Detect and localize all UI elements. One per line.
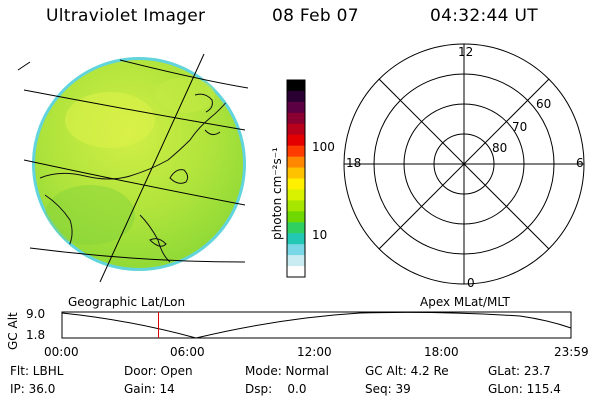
color-bar-band — [287, 211, 305, 223]
altitude-xtick-1800: 18:00 — [424, 345, 459, 359]
ip-info: IP: 36.0 — [10, 382, 56, 396]
latitude-line — [119, 59, 249, 89]
color-bar-band — [287, 90, 305, 103]
color-bar-frame — [286, 79, 306, 278]
color-bar-band — [287, 167, 305, 180]
altitude-plot-frame — [61, 311, 572, 339]
altitude-ytick-high: 9.0 — [26, 307, 46, 321]
lat-label-60: 60 — [536, 97, 552, 111]
seq-info: Seq: 39 — [365, 382, 411, 396]
color-bar-band — [287, 112, 305, 125]
latitude-line — [29, 247, 246, 263]
altitude-xtick-1200: 12:00 — [297, 345, 332, 359]
lat-label-70: 70 — [512, 120, 528, 134]
color-bar-band — [287, 222, 305, 234]
colorbar-tick-100: 100 — [312, 140, 335, 154]
color-bar — [287, 80, 305, 278]
altitude-xtick-2359: 23:59 — [554, 345, 589, 359]
color-bar-band — [287, 266, 305, 278]
color-bar-band — [287, 244, 305, 256]
altitude-plot — [61, 311, 572, 339]
color-bar-band — [287, 178, 305, 191]
latitude-line — [23, 89, 246, 131]
color-bar-band — [287, 101, 305, 114]
gain-info: Gain: 14 — [124, 382, 175, 396]
color-bar-band — [287, 80, 305, 92]
color-bar-band — [287, 233, 305, 245]
door-info: Door: Open — [124, 364, 193, 378]
color-bar-band — [287, 145, 305, 158]
glon-info: GLon: 115.4 — [488, 382, 561, 396]
altitude-xtick-0000: 00:00 — [44, 345, 79, 359]
polar-plot — [343, 43, 585, 285]
colorbar-tick-10: 10 — [312, 228, 328, 242]
apex-label: Apex MLat/MLT — [420, 295, 510, 309]
geographic-label: Geographic Lat/Lon — [68, 295, 186, 309]
lat-label-80: 80 — [492, 141, 508, 155]
mode-info: Mode: Normal — [245, 364, 329, 378]
altitude-ytick-low: 1.8 — [26, 328, 46, 342]
latitude-line — [23, 159, 246, 206]
altitude-xtick-0600: 06:00 — [170, 345, 205, 359]
mlt-label-18: 18 — [346, 156, 362, 170]
time-label: 04:32:44 UT — [430, 6, 538, 26]
altitude-curve — [61, 311, 572, 339]
gc-alt-info: GC Alt: 4.2 Re — [365, 364, 449, 378]
glat-info: GLat: 23.7 — [488, 364, 551, 378]
date-label: 08 Feb 07 — [272, 6, 359, 26]
color-bar-band — [287, 134, 305, 147]
color-bar-band — [287, 200, 305, 212]
coastline — [39, 99, 229, 180]
mlt-label-12: 12 — [458, 45, 474, 59]
color-bar-band — [287, 123, 305, 136]
filter-info: Flt: LBHL — [10, 364, 64, 378]
color-bar-band — [287, 156, 305, 169]
longitude-line — [99, 53, 205, 283]
earth-disk-image — [17, 53, 249, 283]
mlt-label-6: 6 — [576, 156, 584, 170]
altitude-ylabel: GC Alt — [6, 312, 20, 350]
color-bar-band — [287, 189, 305, 201]
mlt-label-0: 0 — [467, 276, 475, 290]
instrument-title: Ultraviolet Imager — [46, 6, 206, 26]
dsp-info: Dsp: 0.0 — [245, 382, 307, 396]
color-bar-band — [287, 255, 305, 267]
colorbar-unit-label: photon cm⁻²s⁻¹ — [270, 147, 284, 240]
